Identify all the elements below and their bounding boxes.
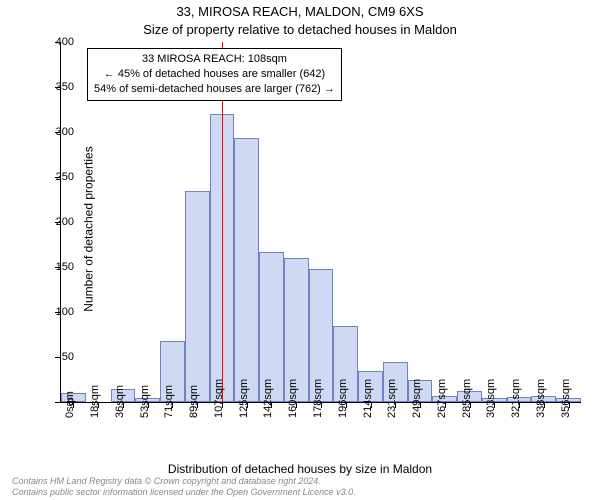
y-tick-label: 400 [56,36,74,48]
y-tick [55,357,61,358]
y-tick [55,402,61,403]
annotation-line: 54% of semi-detached houses are larger (… [94,82,335,97]
annotation-box: 33 MIROSA REACH: 108sqm← 45% of detached… [87,48,342,101]
histogram-bar [234,138,259,402]
chart-plot-area: 33 MIROSA REACH: 108sqm← 45% of detached… [60,42,581,403]
copyright-notice: Contains HM Land Registry data © Crown c… [12,476,356,498]
y-tick-label: 250 [56,171,74,183]
y-tick-label: 200 [56,216,74,228]
histogram-bar [185,191,210,403]
y-tick-label: 100 [56,306,74,318]
chart-title-subtitle: Size of property relative to detached ho… [0,22,600,37]
y-tick-label: 150 [56,261,74,273]
chart-title-address: 33, MIROSA REACH, MALDON, CM9 6XS [0,4,600,19]
annotation-line: ← 45% of detached houses are smaller (64… [94,67,335,82]
y-tick-label: 50 [62,351,74,363]
y-tick-label: 350 [56,81,74,93]
x-axis-title: Distribution of detached houses by size … [0,462,600,476]
y-tick-label: 300 [56,126,74,138]
annotation-line: 33 MIROSA REACH: 108sqm [94,52,335,67]
